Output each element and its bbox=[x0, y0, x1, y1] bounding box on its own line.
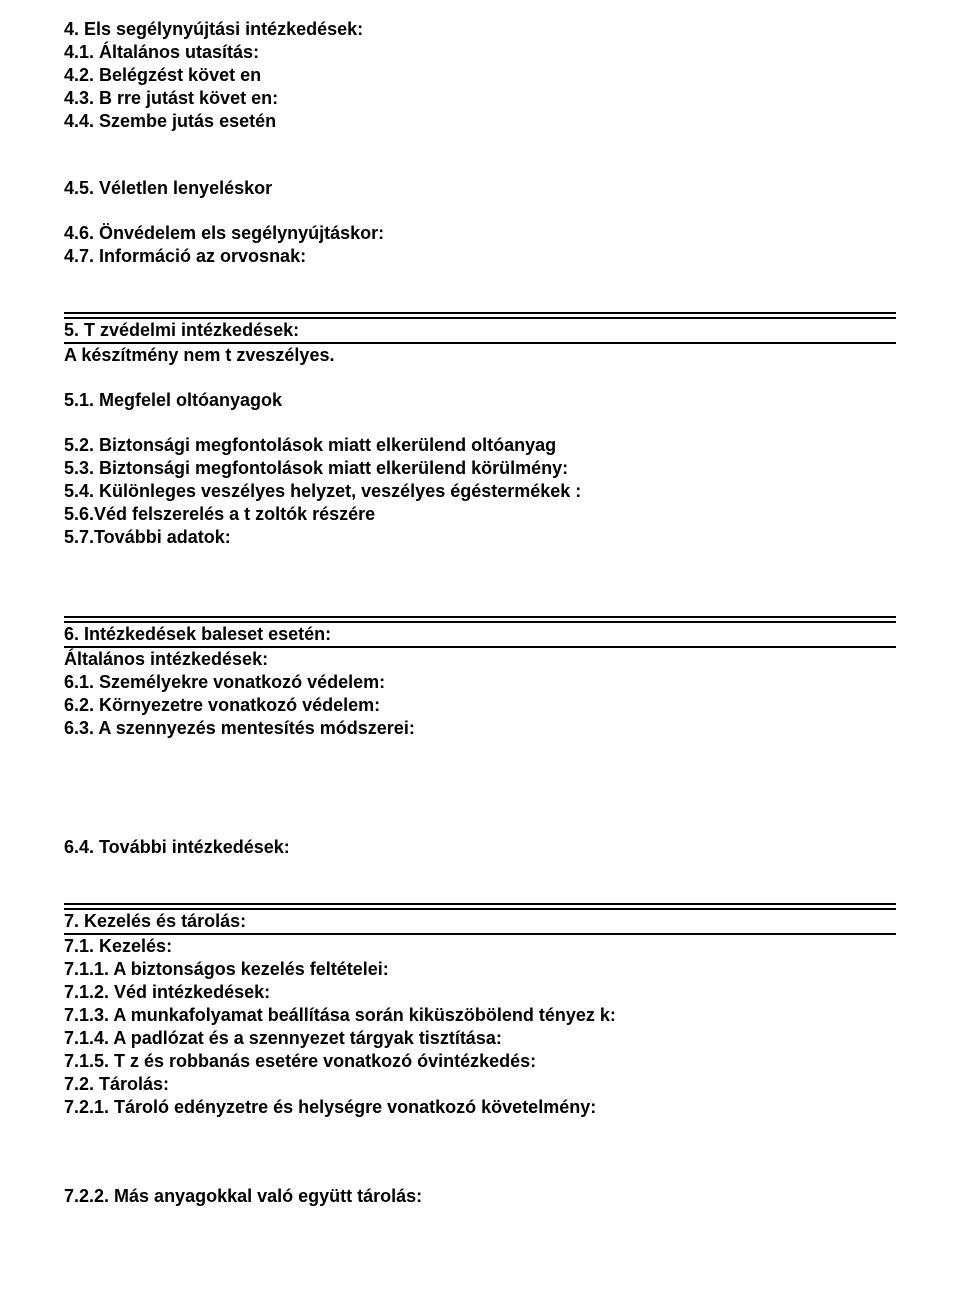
section-6-2: 6.2. Környezetre vonatkozó védelem: bbox=[64, 694, 896, 717]
section-4-5: 4.5. Véletlen lenyeléskor bbox=[64, 177, 896, 200]
section-4-title: 4. Els segélynyújtási intézkedések: bbox=[64, 18, 896, 41]
section-6-3: 6.3. A szennyezés mentesítés módszerei: bbox=[64, 717, 896, 740]
section-4-2: 4.2. Belégzést követ en bbox=[64, 64, 896, 87]
section-5-7: 5.7.További adatok: bbox=[64, 526, 896, 549]
section-4-3: 4.3. B rre jutást követ en: bbox=[64, 87, 896, 110]
section-7-1-4: 7.1.4. A padlózat és a szennyezet tárgya… bbox=[64, 1027, 896, 1050]
section-7-2-2: 7.2.2. Más anyagokkal való együtt tárolá… bbox=[64, 1185, 896, 1208]
section-5-sub: A készítmény nem t zveszélyes. bbox=[64, 344, 896, 367]
section-5-title: 5. T zvédelmi intézkedések: bbox=[64, 319, 896, 342]
section-4-1: 4.1. Általános utasítás: bbox=[64, 41, 896, 64]
document-page: 4. Els segélynyújtási intézkedések: 4.1.… bbox=[0, 0, 960, 1307]
section-4-7: 4.7. Információ az orvosnak: bbox=[64, 245, 896, 268]
section-5-6: 5.6.Véd felszerelés a t zoltók részére bbox=[64, 503, 896, 526]
section-7-1: 7.1. Kezelés: bbox=[64, 935, 896, 958]
section-7-1-1: 7.1.1. A biztonságos kezelés feltételei: bbox=[64, 958, 896, 981]
section-5-3: 5.3. Biztonsági megfontolások miatt elke… bbox=[64, 457, 896, 480]
section-7-2: 7.2. Tárolás: bbox=[64, 1073, 896, 1096]
section-7-2-1: 7.2.1. Tároló edényzetre és helységre vo… bbox=[64, 1096, 896, 1119]
section-6-title: 6. Intézkedések baleset esetén: bbox=[64, 623, 896, 646]
section-6-1: 6.1. Személyekre vonatkozó védelem: bbox=[64, 671, 896, 694]
section-6-sub: Általános intézkedések: bbox=[64, 648, 896, 671]
section-4-6: 4.6. Önvédelem els segélynyújtáskor: bbox=[64, 222, 896, 245]
section-5-4: 5.4. Különleges veszélyes helyzet, veszé… bbox=[64, 480, 896, 503]
section-7-1-5: 7.1.5. T z és robbanás esetére vonatkozó… bbox=[64, 1050, 896, 1073]
section-6-4: 6.4. További intézkedések: bbox=[64, 836, 896, 859]
section-7-1-2: 7.1.2. Véd intézkedések: bbox=[64, 981, 896, 1004]
section-5-1: 5.1. Megfelel oltóanyagok bbox=[64, 389, 896, 412]
section-4-4: 4.4. Szembe jutás esetén bbox=[64, 110, 896, 133]
section-7-1-3: 7.1.3. A munkafolyamat beállítása során … bbox=[64, 1004, 896, 1027]
section-7-title: 7. Kezelés és tárolás: bbox=[64, 910, 896, 933]
section-5-2: 5.2. Biztonsági megfontolások miatt elke… bbox=[64, 434, 896, 457]
